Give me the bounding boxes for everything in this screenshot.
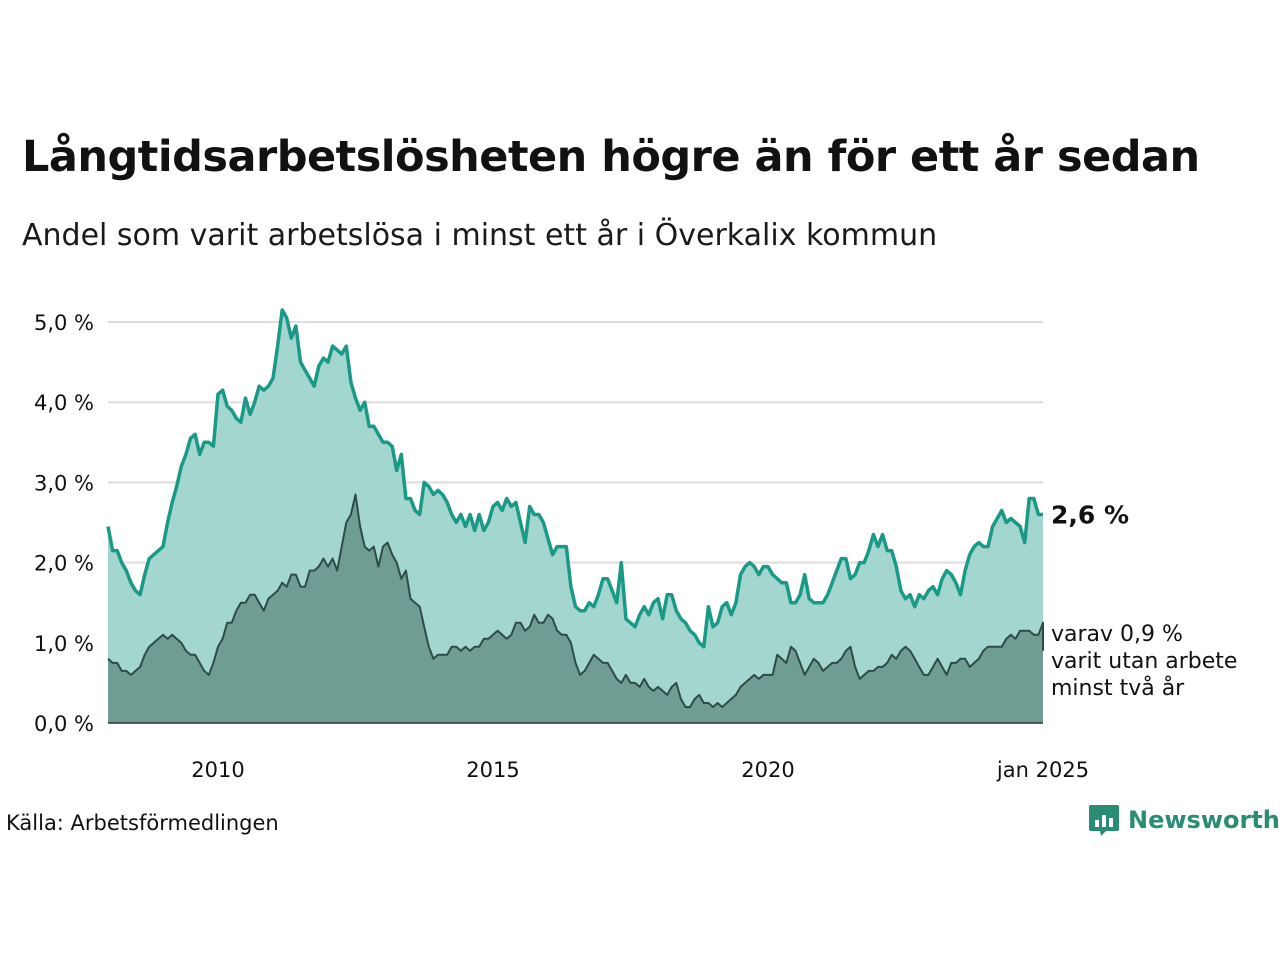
x-tick-label: 2010: [191, 758, 244, 782]
series-line-total: [106, 308, 1043, 649]
newsworthy-logo-icon: [1089, 805, 1119, 836]
x-tick-label: 2015: [466, 758, 519, 782]
y-tick-label: 4,0 %: [34, 391, 94, 415]
end-label-total: 2,6 %: [1051, 501, 1129, 530]
series-line-two-year: [107, 493, 1044, 708]
y-tick-label: 5,0 %: [34, 311, 94, 335]
source-note: Källa: Arbetsförmedlingen: [6, 811, 279, 835]
y-tick-label: 3,0 %: [34, 471, 94, 495]
chart-subtitle: Andel som varit arbetslösa i minst ett å…: [22, 218, 938, 253]
end-label-two-year-line: minst två år: [1051, 675, 1185, 701]
x-tick-label: 2020: [741, 758, 794, 782]
chart-title: Långtidsarbetslösheten högre än för ett …: [22, 132, 1200, 182]
x-tick-label: jan 2025: [996, 758, 1089, 782]
y-tick-label: 0,0 %: [34, 712, 94, 736]
end-label-two-year-line: varit utan arbete: [1051, 649, 1237, 674]
brand-name: Newsworthy: [1128, 806, 1280, 834]
y-tick-label: 2,0 %: [34, 552, 94, 576]
end-label-two-year-line: varav 0,9 %: [1051, 622, 1183, 647]
brand-logo[interactable]: Newsworthy: [1088, 803, 1280, 837]
y-tick-label: 1,0 %: [34, 632, 94, 656]
